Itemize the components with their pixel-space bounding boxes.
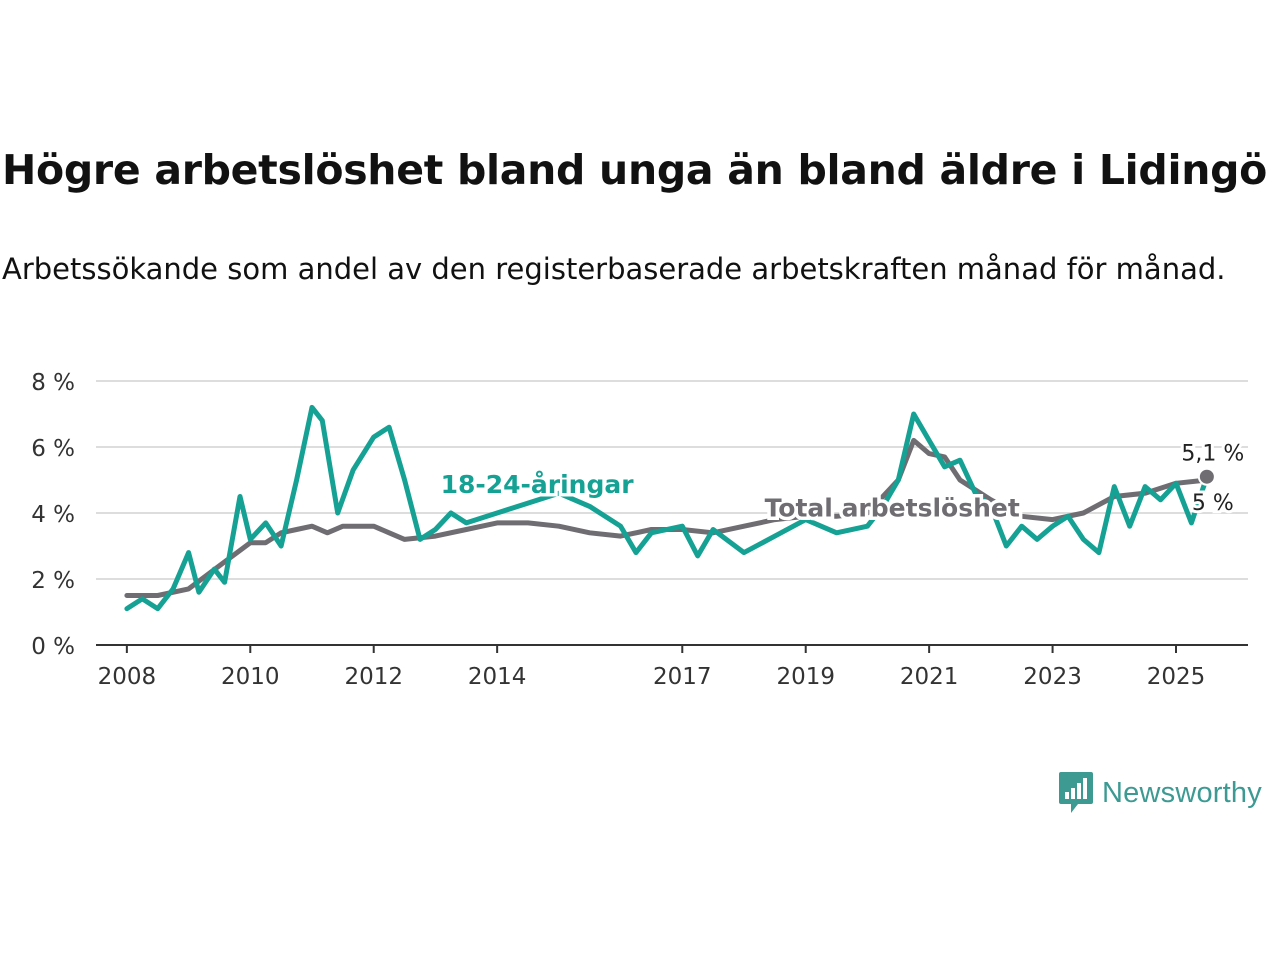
series-line: [124, 437, 1210, 598]
y-tick-label: 4 %: [31, 502, 75, 528]
y-tick-label: 6 %: [31, 436, 75, 462]
series-line: [124, 404, 1210, 612]
x-tick-label: 2021: [900, 664, 959, 690]
page-subtitle: Arbetssökande som andel av den registerb…: [2, 252, 1226, 286]
series-annotation-label: 18-24-åringar: [441, 470, 635, 499]
x-tick-label: 2014: [468, 664, 527, 690]
x-tick-label: 2023: [1023, 664, 1082, 690]
series-annotation-label: Total arbetslöshet: [765, 493, 1020, 522]
x-tick-label: 2010: [221, 664, 280, 690]
brand-name: Newsworthy: [1102, 776, 1262, 809]
series-end-label: 5,1 %: [1181, 442, 1244, 467]
series-end-point: [1197, 467, 1216, 486]
x-axis-ticks: 2008 2010 2012 2014 2017 2019 2021 2023 2025: [98, 645, 1206, 690]
y-axis-tick-labels: 0 % 2 % 4 % 6 % 8 %: [31, 370, 75, 660]
x-tick-label: 2025: [1147, 664, 1206, 690]
y-tick-label: 2 %: [31, 568, 75, 594]
y-tick-label: 0 %: [31, 634, 75, 660]
x-tick-label: 2012: [344, 664, 403, 690]
x-tick-label: 2019: [776, 664, 835, 690]
x-tick-label: 2017: [653, 664, 712, 690]
series-labels: 5 % 5,1 % 18-24-åringar Total arbetslöshet: [437, 439, 1247, 526]
y-tick-label: 8 %: [31, 370, 75, 396]
page-title: Högre arbetslöshet bland unga än bland ä…: [2, 146, 1268, 194]
line-chart: 0 % 2 % 4 % 6 % 8 % 2008 2010 2012 2014 2017 2019…: [31, 370, 1248, 690]
newsworthy-logo[interactable]: Newsworthy: [1058, 771, 1262, 815]
x-tick-label: 2008: [98, 664, 157, 690]
bar-chart-speech-icon: [1059, 772, 1093, 813]
series-lines: [124, 404, 1210, 612]
series-end-label: 5 %: [1192, 491, 1234, 516]
